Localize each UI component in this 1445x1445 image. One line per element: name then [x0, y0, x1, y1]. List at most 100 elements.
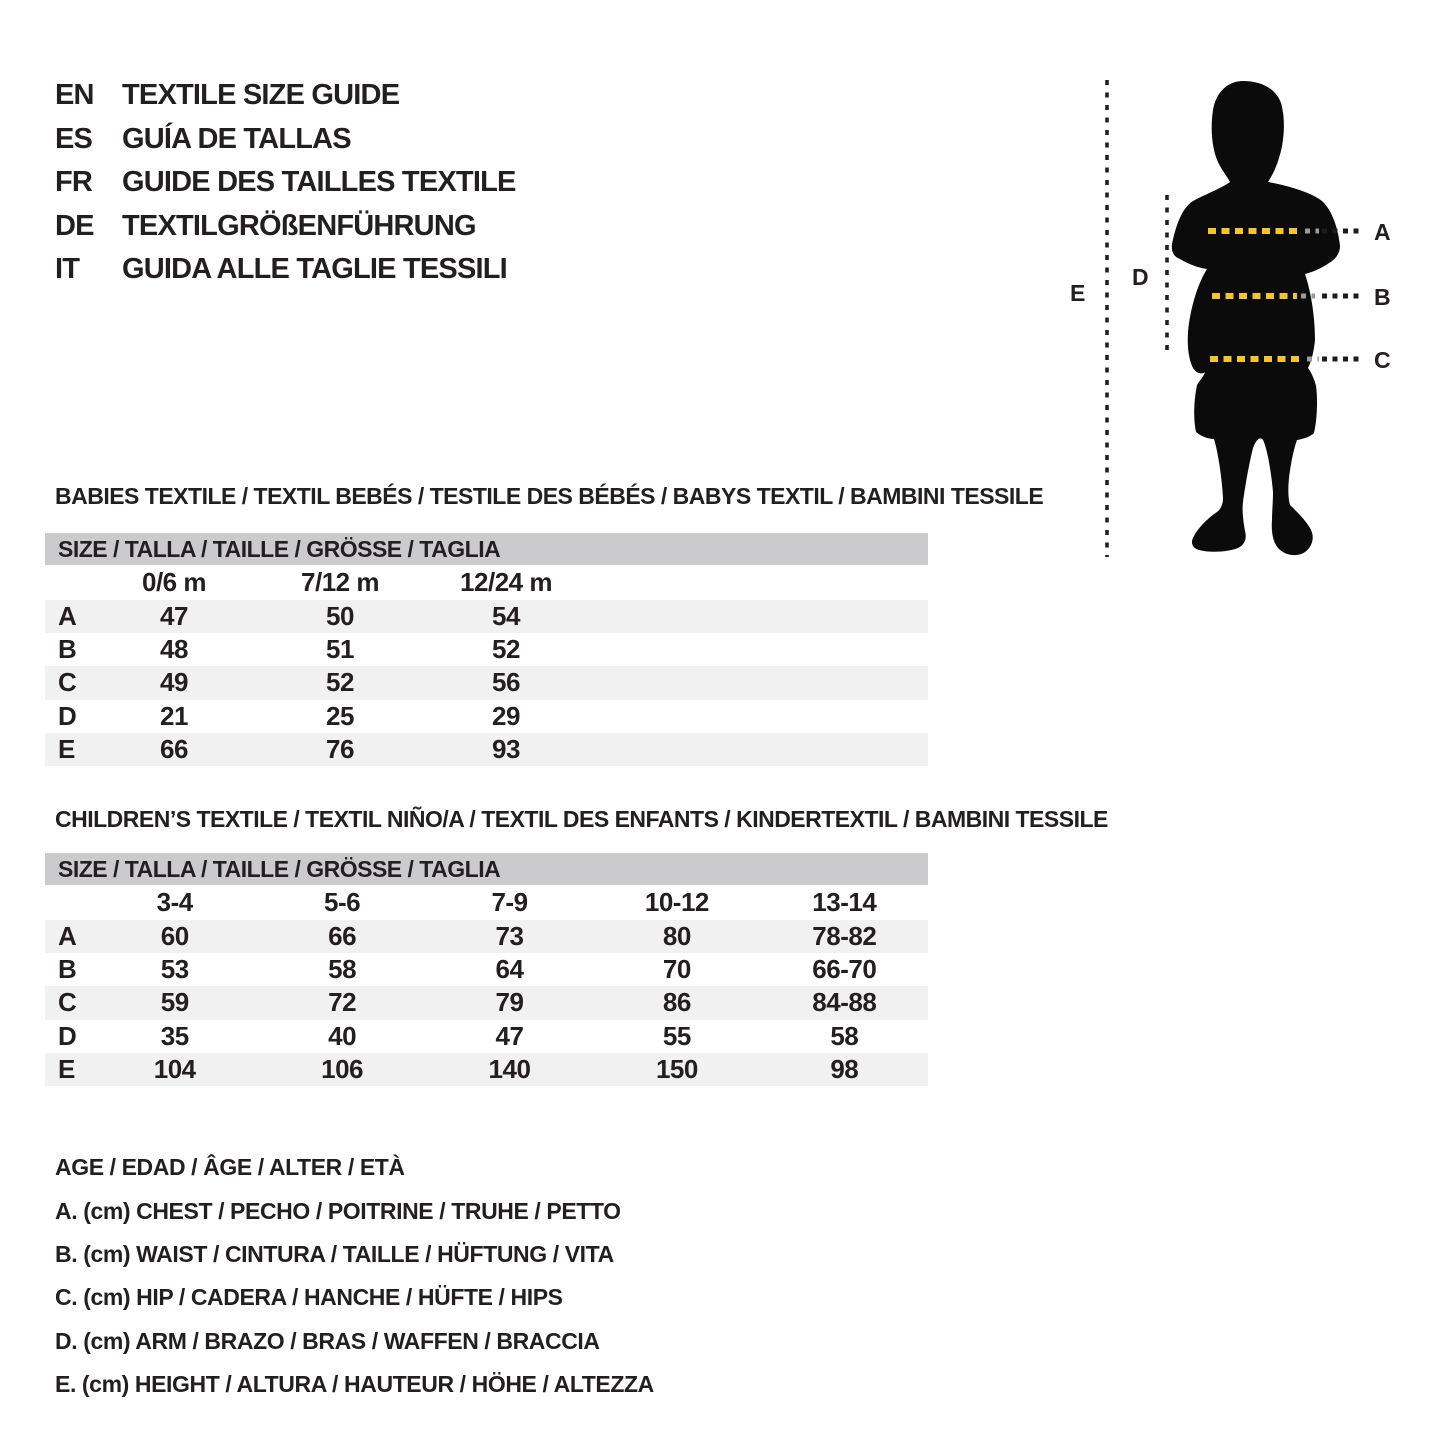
table-cell: 66-70 — [812, 954, 877, 985]
legend-line-height: E. (cm) HEIGHT / ALTURA / HAUTEUR / HÖHE… — [55, 1371, 654, 1398]
language-code: IT — [55, 253, 80, 286]
row-label: B — [58, 954, 77, 985]
legend-line-hip: C. (cm) HIP / CADERA / HANCHE / HÜFTE / … — [55, 1284, 563, 1311]
row-label: B — [58, 634, 77, 665]
language-row-de: DE TEXTILGRÖßENFÜHRUNG — [55, 205, 516, 249]
language-title: GUÍA DE TALLAS — [122, 122, 352, 155]
table-cell: 79 — [495, 987, 524, 1018]
table-cell: 52 — [326, 667, 354, 698]
table-cell: 98 — [830, 1054, 859, 1085]
children-column-header-row: 3-4 5-6 7-9 10-12 13-14 — [45, 885, 928, 920]
table-cell: 93 — [492, 734, 520, 765]
table-cell: 76 — [326, 734, 354, 765]
table-cell: 150 — [655, 1054, 698, 1085]
column-header: 3-4 — [156, 886, 194, 917]
table-cell: 40 — [328, 1020, 357, 1051]
table-cell: 58 — [328, 954, 357, 985]
table-cell: 59 — [160, 987, 189, 1018]
measure-label-e: E — [1070, 280, 1086, 306]
table-cell: 50 — [326, 600, 354, 631]
table-cell: 53 — [160, 954, 189, 985]
row-label: A — [58, 920, 77, 951]
language-title-list: EN TEXTILE SIZE GUIDE ES GUÍA DE TALLAS … — [55, 74, 516, 292]
legend-line-waist: B. (cm) WAIST / CINTURA / TAILLE / HÜFTU… — [55, 1240, 614, 1267]
table-row: D 21 25 29 — [45, 700, 928, 733]
language-code: ES — [55, 122, 93, 155]
column-header: 12/24 m — [460, 566, 552, 597]
table-cell: 35 — [160, 1020, 189, 1051]
table-row: A 47 50 54 — [45, 599, 928, 633]
table-cell: 66 — [328, 920, 357, 951]
table-cell: 60 — [160, 920, 189, 951]
table-cell: 70 — [662, 954, 691, 985]
language-code: FR — [55, 166, 93, 199]
table-cell: 72 — [328, 987, 357, 1018]
row-label: C — [58, 987, 77, 1018]
language-row-fr: FR GUIDE DES TAILLES TEXTILE — [55, 161, 516, 205]
measure-label-c: C — [1374, 347, 1391, 373]
children-section-title: CHILDREN’S TEXTILE / TEXTIL NIÑO/A / TEX… — [55, 806, 1108, 832]
table-cell: 104 — [153, 1054, 196, 1085]
table-cell: 55 — [662, 1020, 691, 1051]
babies-size-table: SIZE / TALLA / TAILLE / GRÖSSE / TAGLIA … — [45, 533, 928, 767]
row-label: D — [58, 700, 77, 731]
size-header-bar: SIZE / TALLA / TAILLE / GRÖSSE / TAGLIA — [45, 533, 928, 565]
language-row-es: ES GUÍA DE TALLAS — [55, 118, 516, 162]
table-cell: 56 — [492, 667, 520, 698]
table-row: E 66 76 93 — [45, 733, 928, 767]
table-cell: 47 — [495, 1020, 524, 1051]
legend-line-chest: A. (cm) CHEST / PECHO / POITRINE / TRUHE… — [55, 1197, 621, 1224]
table-row: B 53 58 64 70 66-70 — [45, 953, 928, 986]
babies-section-title: BABIES TEXTILE / TEXTIL BEBÉS / TESTILE … — [55, 483, 1044, 509]
column-header: 13-14 — [812, 886, 877, 917]
row-label: D — [58, 1020, 77, 1051]
legend-line-age: AGE / EDAD / ÂGE / ALTER / ETÀ — [55, 1154, 405, 1181]
column-header: 0/6 m — [142, 566, 207, 597]
language-row-en: EN TEXTILE SIZE GUIDE — [55, 74, 516, 118]
table-cell: 66 — [160, 734, 188, 765]
table-cell: 47 — [160, 600, 188, 631]
table-cell: 49 — [160, 667, 188, 698]
table-cell: 78-82 — [812, 920, 877, 951]
measure-label-d: D — [1132, 264, 1149, 290]
column-header: 5-6 — [324, 886, 361, 917]
row-label: E — [58, 734, 75, 765]
measurement-figure — [1040, 60, 1445, 600]
table-cell: 48 — [160, 634, 188, 665]
language-title: GUIDE DES TAILLES TEXTILE — [122, 166, 516, 199]
children-size-table: SIZE / TALLA / TAILLE / GRÖSSE / TAGLIA … — [45, 853, 928, 1087]
table-cell: 80 — [662, 920, 691, 951]
row-label: E — [58, 1054, 75, 1085]
language-code: DE — [55, 209, 94, 242]
language-title: GUIDA ALLE TAGLIE TESSILI — [122, 253, 508, 286]
table-cell: 64 — [495, 954, 524, 985]
row-label: C — [58, 667, 77, 698]
table-cell: 86 — [662, 987, 691, 1018]
table-row: D 35 40 47 55 58 — [45, 1020, 928, 1053]
child-silhouette-path — [1171, 81, 1340, 556]
language-title: TEXTILE SIZE GUIDE — [122, 79, 400, 112]
table-cell: 84-88 — [812, 987, 877, 1018]
language-title: TEXTILGRÖßENFÜHRUNG — [122, 209, 477, 242]
legend-line-arm: D. (cm) ARM / BRAZO / BRAS / WAFFEN / BR… — [55, 1327, 600, 1354]
language-row-it: IT GUIDA ALLE TAGLIE TESSILI — [55, 248, 516, 292]
table-row: A 60 66 73 80 78-82 — [45, 919, 928, 953]
babies-column-header-row: 0/6 m 7/12 m 12/24 m — [45, 565, 928, 600]
column-header: 10-12 — [644, 886, 710, 917]
table-row: C 59 72 79 86 84-88 — [45, 986, 928, 1020]
table-row: B 48 51 52 — [45, 633, 928, 666]
table-cell: 58 — [830, 1020, 859, 1051]
measure-label-b: B — [1374, 284, 1391, 310]
language-code: EN — [55, 79, 94, 112]
table-cell: 29 — [492, 700, 520, 731]
table-cell: 25 — [326, 700, 354, 731]
table-row: E 104 106 140 150 98 — [45, 1053, 928, 1087]
measurement-legend: AGE / EDAD / ÂGE / ALTER / ETÀ A. (cm) C… — [55, 1146, 654, 1406]
table-cell: 73 — [495, 920, 524, 951]
measure-label-a: A — [1374, 219, 1391, 245]
column-header: 7/12 m — [301, 566, 379, 597]
table-cell: 21 — [160, 700, 188, 731]
table-cell: 54 — [492, 600, 520, 631]
table-cell: 51 — [326, 634, 354, 665]
